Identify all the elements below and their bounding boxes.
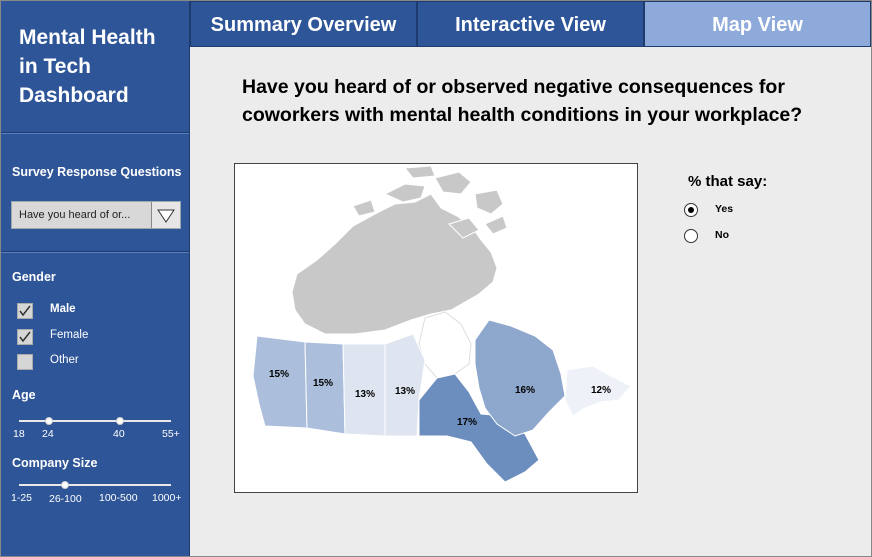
- age-slider-track[interactable]: [19, 420, 171, 422]
- app-title-line-1: Mental Health: [19, 26, 156, 49]
- female-label: Female: [50, 329, 89, 341]
- age-tick: 40: [113, 428, 125, 440]
- map-label-manitoba: 13%: [395, 386, 415, 397]
- company-size-slider-handle[interactable]: [61, 481, 69, 489]
- company-size-tick: 1-25: [11, 492, 33, 504]
- question-filter-label: Survey Response Questions: [12, 165, 182, 179]
- sidebar-divider: [1, 251, 189, 252]
- company-size-tick: 1000+: [152, 492, 182, 504]
- map-label-atlantic-canada: 12%: [591, 385, 611, 396]
- yes-radio[interactable]: [684, 203, 698, 217]
- chevron-down-icon: [157, 209, 175, 223]
- tab-map-view[interactable]: Map View: [644, 1, 871, 47]
- male-label: Male: [50, 303, 76, 315]
- question-dropdown-value: Have you heard of or...: [19, 209, 131, 221]
- no-radio[interactable]: [684, 229, 698, 243]
- arctic-island: [352, 199, 376, 217]
- map-label-quebec: 16%: [515, 385, 535, 396]
- arctic-island: [383, 183, 426, 203]
- region-quebec: [474, 319, 566, 437]
- age-tick: 24: [42, 428, 54, 440]
- female-checkbox[interactable]: [17, 329, 33, 345]
- checkmark-icon: [19, 331, 31, 343]
- app-title: Mental Health in Tech Dashboard: [19, 23, 179, 110]
- region-atlantic-canada: [564, 365, 632, 417]
- map-label-alberta: 15%: [313, 378, 333, 389]
- company-size-filter-label: Company Size: [12, 456, 98, 470]
- no-label: No: [715, 229, 729, 241]
- canada-map-svg: 15% 15% 13% 13% 17% 16% 12%: [252, 165, 632, 483]
- arctic-island: [448, 217, 480, 239]
- map-label-british-columbia: 15%: [269, 369, 289, 380]
- male-checkbox[interactable]: [17, 303, 33, 319]
- hudson-bay: [418, 311, 472, 379]
- app-title-line-2: in Tech: [19, 55, 91, 78]
- dropdown-arrow-button[interactable]: [151, 202, 180, 228]
- arctic-island: [474, 189, 504, 215]
- age-tick: 18: [13, 428, 25, 440]
- region-ontario: [418, 373, 540, 483]
- question-dropdown[interactable]: Have you heard of or...: [11, 201, 181, 229]
- age-tick: 55+: [162, 428, 180, 440]
- arctic-island: [434, 171, 472, 195]
- company-size-slider-track[interactable]: [19, 484, 171, 486]
- northern-territories-region: [291, 193, 498, 335]
- age-slider-min-handle[interactable]: [45, 417, 53, 425]
- tab-summary-overview[interactable]: Summary Overview: [190, 1, 417, 47]
- map-label-ontario: 17%: [457, 417, 477, 428]
- arctic-island: [484, 215, 508, 235]
- company-size-tick: 26-100: [49, 493, 82, 505]
- region-british-columbia: [252, 335, 308, 429]
- gender-filter-label: Gender: [12, 270, 56, 284]
- question-title-line-1: Have you heard of or observed negative c…: [242, 76, 785, 98]
- arctic-island: [404, 165, 436, 179]
- question-title: Have you heard of or observed negative c…: [242, 73, 862, 129]
- yes-label: Yes: [715, 203, 734, 215]
- radio-selected-dot: [688, 207, 694, 213]
- question-title-line-2: coworkers with mental health conditions …: [242, 104, 803, 126]
- sidebar: Mental Health in Tech Dashboard Survey R…: [1, 1, 190, 556]
- tab-interactive-view[interactable]: Interactive View: [417, 1, 644, 47]
- sidebar-divider: [1, 132, 189, 133]
- company-size-tick: 100-500: [99, 492, 138, 504]
- other-checkbox[interactable]: [17, 354, 33, 370]
- legend-title: % that say:: [688, 173, 768, 190]
- age-filter-label: Age: [12, 388, 36, 402]
- app-title-line-3: Dashboard: [19, 84, 129, 107]
- canada-map: 15% 15% 13% 13% 17% 16% 12%: [234, 163, 638, 493]
- age-slider-max-handle[interactable]: [116, 417, 124, 425]
- checkmark-icon: [19, 305, 31, 317]
- map-label-saskatchewan: 13%: [355, 389, 375, 400]
- other-label: Other: [50, 354, 79, 366]
